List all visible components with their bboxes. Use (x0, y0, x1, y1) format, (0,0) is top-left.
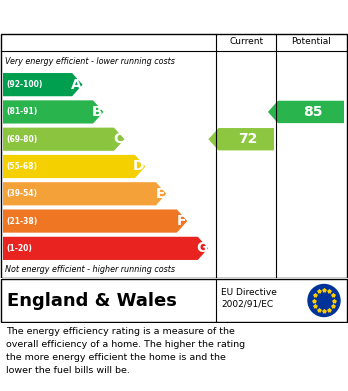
Text: Energy Efficiency Rating: Energy Efficiency Rating (8, 9, 229, 24)
Polygon shape (3, 155, 145, 178)
Polygon shape (3, 73, 82, 96)
Polygon shape (3, 210, 187, 233)
Text: England & Wales: England & Wales (7, 292, 177, 310)
Text: G: G (196, 241, 207, 255)
Polygon shape (208, 128, 274, 151)
Text: (21-38): (21-38) (6, 217, 37, 226)
Circle shape (308, 285, 340, 316)
Text: C: C (113, 132, 124, 146)
Polygon shape (3, 100, 103, 124)
Text: E: E (156, 187, 165, 201)
Polygon shape (3, 127, 125, 151)
Text: B: B (92, 105, 103, 119)
Text: EU Directive
2002/91/EC: EU Directive 2002/91/EC (221, 288, 277, 308)
Text: The energy efficiency rating is a measure of the
overall efficiency of a home. T: The energy efficiency rating is a measur… (6, 327, 245, 375)
Text: (69-80): (69-80) (6, 135, 37, 144)
Text: 85: 85 (303, 105, 323, 119)
Text: F: F (177, 214, 186, 228)
Text: (39-54): (39-54) (6, 189, 37, 198)
Polygon shape (268, 101, 344, 123)
Text: Current: Current (229, 38, 263, 47)
Text: (55-68): (55-68) (6, 162, 37, 171)
Text: (92-100): (92-100) (6, 80, 42, 89)
Text: Not energy efficient - higher running costs: Not energy efficient - higher running co… (5, 265, 175, 274)
Text: (81-91): (81-91) (6, 108, 37, 117)
Polygon shape (3, 182, 166, 205)
Polygon shape (3, 237, 208, 260)
Text: (1-20): (1-20) (6, 244, 32, 253)
Text: D: D (133, 160, 144, 174)
Text: A: A (71, 78, 81, 91)
Text: Very energy efficient - lower running costs: Very energy efficient - lower running co… (5, 57, 175, 66)
Text: 72: 72 (238, 132, 258, 146)
Text: Potential: Potential (292, 38, 331, 47)
